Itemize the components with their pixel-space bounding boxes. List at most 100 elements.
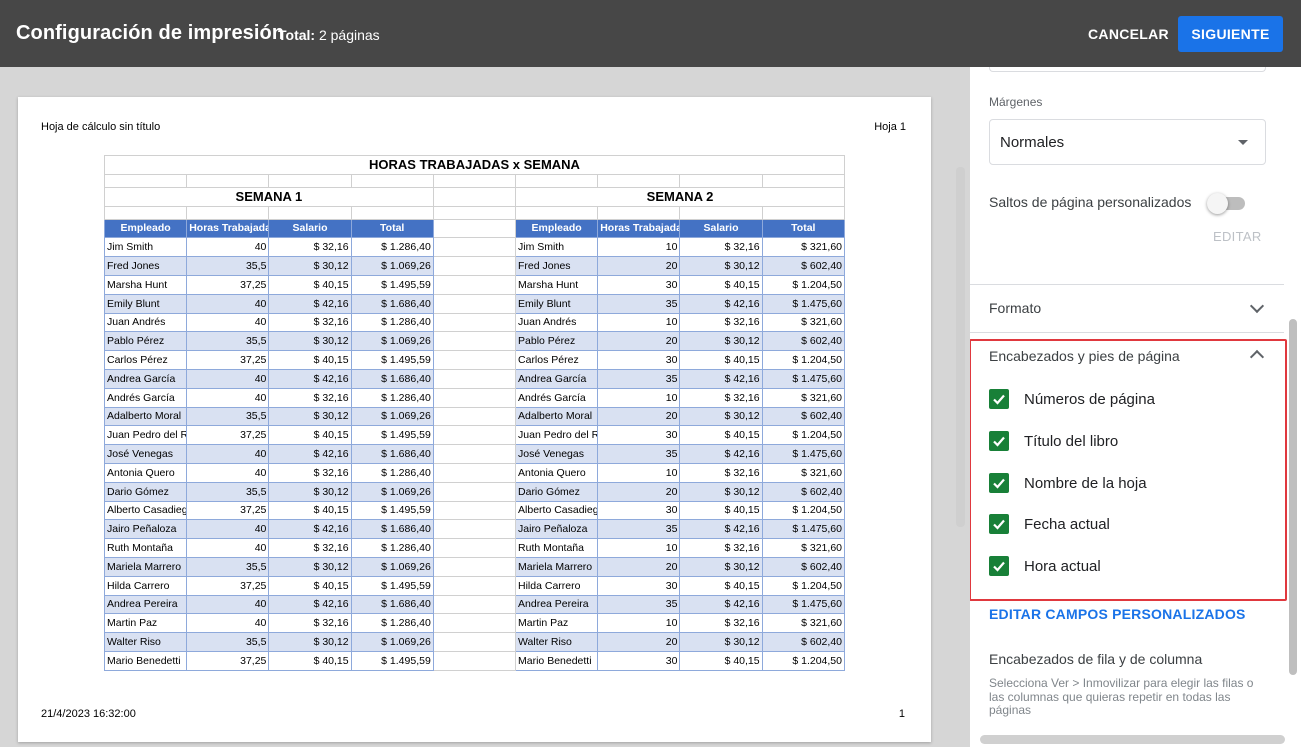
empty-cell (432, 538, 517, 558)
value-cell: $ 602,40 (761, 406, 846, 427)
value-cell: $ 32,16 (268, 237, 352, 258)
value-cell: $ 1.686,40 (350, 519, 434, 540)
empty-cell (432, 519, 517, 540)
chevron-down-icon[interactable] (1249, 298, 1265, 314)
value-cell: $ 40,15 (268, 575, 352, 596)
value-cell: $ 30,12 (679, 481, 763, 502)
margins-select[interactable]: Normales (989, 119, 1266, 165)
cut-off-field[interactable] (989, 67, 1266, 72)
title-row: HORAS TRABAJADAS x SEMANA (104, 155, 845, 175)
checkbox-checked-icon[interactable] (989, 473, 1009, 493)
empty-cell (186, 205, 270, 220)
table-row: Jairo Peñaloza 40 $ 42,16 $ 1.686,40 Jairo P… (103, 519, 846, 540)
empty-cell (432, 650, 517, 671)
employee-cell: Juan Pedro del R (515, 425, 599, 446)
empty-cell (432, 594, 517, 615)
value-cell: 10 (597, 387, 681, 408)
value-cell: 35 (597, 444, 681, 464)
employee-cell: Andrea García (103, 368, 188, 389)
employee-cell: Mario Benedetti (515, 650, 599, 671)
value-cell: $ 42,16 (268, 293, 352, 314)
value-cell: $ 1.286,40 (350, 613, 434, 634)
value-cell: $ 1.686,40 (350, 293, 434, 314)
value-cell: $ 40,15 (679, 274, 763, 295)
sheet-banner-title: HORAS TRABAJADAS x SEMANA (104, 155, 845, 175)
option-checkbox-row[interactable]: Números de página (989, 389, 1249, 411)
employee-cell: Ruth Montaña (103, 538, 188, 558)
value-cell: 40 (186, 444, 270, 464)
empty-cell (432, 444, 517, 464)
edit-custom-fields-link[interactable]: EDITAR CAMPOS PERSONALIZADOS (989, 606, 1246, 622)
spacer-row (103, 205, 846, 220)
value-cell: 20 (597, 481, 681, 502)
value-cell: $ 1.286,40 (350, 538, 434, 558)
value-cell: $ 30,12 (268, 256, 352, 276)
divider (970, 332, 1284, 333)
panel-horizontal-scrollbar[interactable] (980, 735, 1285, 744)
checkbox-checked-icon[interactable] (989, 431, 1009, 451)
employee-cell: Alberto Casadieg (103, 500, 188, 521)
empty-cell (761, 173, 846, 188)
value-cell: 30 (597, 650, 681, 671)
employee-cell: Pablo Pérez (103, 331, 188, 352)
next-button[interactable]: SIGUIENTE (1178, 16, 1283, 52)
table-row: Adalberto Moral 35,5 $ 30,12 $ 1.069,26 Adal… (103, 406, 846, 427)
row-col-headers-label: Encabezados de fila y de columna (989, 651, 1203, 667)
value-cell: $ 42,16 (679, 444, 763, 464)
employee-cell: Jim Smith (103, 237, 188, 258)
value-cell: $ 1.204,50 (761, 650, 846, 671)
format-section-header[interactable]: Formato (989, 300, 1042, 316)
cancel-button[interactable]: CANCELAR (1080, 17, 1177, 51)
table-row: Jim Smith 40 $ 32,16 $ 1.286,40 Jim Smith 10 $… (103, 237, 846, 258)
empty-cell (597, 205, 681, 220)
panel-scrollbar[interactable] (1289, 319, 1297, 675)
value-cell: $ 1.204,50 (761, 425, 846, 446)
value-cell: 40 (186, 237, 270, 258)
table-row: Andrés García 40 $ 32,16 $ 1.286,40 Andrés G… (103, 387, 846, 408)
value-cell: $ 1.204,50 (761, 500, 846, 521)
row-col-help-text: Selecciona Ver > Inmovilizar para elegir… (989, 676, 1254, 717)
employee-cell: Martin Paz (515, 613, 599, 634)
table-row: Walter Riso 35,5 $ 30,12 $ 1.069,26 Walter R… (103, 632, 846, 652)
empty-cell (432, 387, 517, 408)
value-cell: 30 (597, 350, 681, 370)
checkbox-checked-icon[interactable] (989, 514, 1009, 534)
employee-cell: Walter Riso (103, 632, 188, 652)
checkbox-checked-icon[interactable] (989, 389, 1009, 409)
checkbox-checked-icon[interactable] (989, 556, 1009, 576)
total-value: 2 páginas (318, 27, 380, 43)
empty-cell (432, 331, 517, 352)
value-cell: $ 1.495,59 (350, 425, 434, 446)
value-cell: $ 602,40 (761, 556, 846, 577)
custom-breaks-toggle[interactable] (1207, 193, 1247, 214)
empty-cell (103, 173, 188, 188)
dropdown-caret-icon (1238, 140, 1248, 145)
value-cell: $ 30,12 (268, 556, 352, 577)
edit-breaks-button[interactable]: EDITAR (1213, 229, 1262, 244)
headers-footers-section-header[interactable]: Encabezados y pies de página (989, 348, 1180, 364)
employee-cell: José Venegas (103, 444, 188, 464)
print-preview[interactable]: Hoja de cálculo sin título Hoja 1 HORAS … (0, 67, 970, 747)
option-checkbox-row[interactable]: Hora actual (989, 556, 1249, 578)
option-checkbox-row[interactable]: Título del libro (989, 431, 1249, 453)
empty-cell (679, 205, 763, 220)
value-cell: 20 (597, 632, 681, 652)
option-checkbox-row[interactable]: Fecha actual (989, 514, 1249, 536)
value-cell: $ 1.204,50 (761, 575, 846, 596)
week2-title: SEMANA 2 (515, 186, 845, 207)
value-cell: $ 42,16 (268, 519, 352, 540)
empty-cell (268, 205, 352, 220)
value-cell: $ 1.495,59 (350, 350, 434, 370)
preview-scrollbar[interactable] (956, 167, 965, 527)
value-cell: 10 (597, 613, 681, 634)
settings-panel: Márgenes Normales Saltos de página perso… (970, 67, 1301, 747)
value-cell: $ 40,15 (268, 425, 352, 446)
option-checkbox-row[interactable]: Nombre de la hoja (989, 473, 1249, 495)
value-cell: 20 (597, 331, 681, 352)
option-label: Fecha actual (1024, 516, 1110, 533)
value-cell: $ 1.475,60 (761, 519, 846, 540)
page-header-sheet: Hoja 1 (874, 121, 906, 133)
value-cell: $ 32,16 (679, 237, 763, 258)
value-cell: $ 42,16 (679, 368, 763, 389)
empty-cell (432, 425, 517, 446)
